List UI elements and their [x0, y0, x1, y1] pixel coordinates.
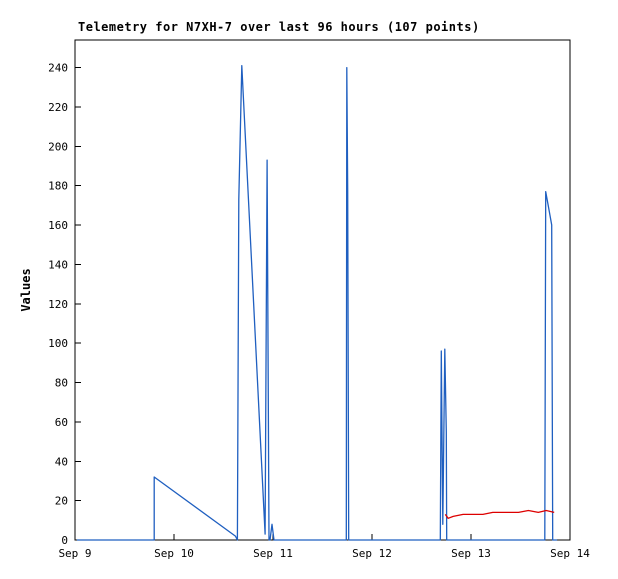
y-tick-label: 100: [48, 337, 68, 350]
x-tick-label: Sep 11: [253, 547, 293, 560]
x-tick-label: Sep 9: [58, 547, 91, 560]
plot-frame: [74, 39, 571, 541]
y-tick-label: 240: [48, 62, 68, 75]
y-tick-label: 220: [48, 101, 68, 114]
y-tick-label: 200: [48, 140, 68, 153]
series-line-channel-red: [444, 509, 555, 519]
y-tick-label: 80: [55, 377, 68, 390]
y-tick-label: 180: [48, 180, 68, 193]
x-tick-label: Sep 12: [352, 547, 392, 560]
y-tick-label: 160: [48, 219, 68, 232]
y-axis-title: Values: [19, 268, 33, 311]
x-tick-label: Sep 13: [451, 547, 491, 560]
y-tick-label: 20: [55, 495, 68, 508]
y-tick-label: 140: [48, 258, 68, 271]
y-tick-label: 0: [61, 534, 68, 547]
y-tick-label: 120: [48, 298, 68, 311]
x-tick-label: Sep 10: [154, 547, 194, 560]
y-tick-label: 60: [55, 416, 68, 429]
x-tick-label: Sep 14: [550, 547, 590, 560]
series-line-channel-blue: [77, 64, 558, 541]
y-tick-label: 40: [55, 455, 68, 468]
chart-title: Telemetry for N7XH-7 over last 96 hours …: [78, 20, 480, 34]
